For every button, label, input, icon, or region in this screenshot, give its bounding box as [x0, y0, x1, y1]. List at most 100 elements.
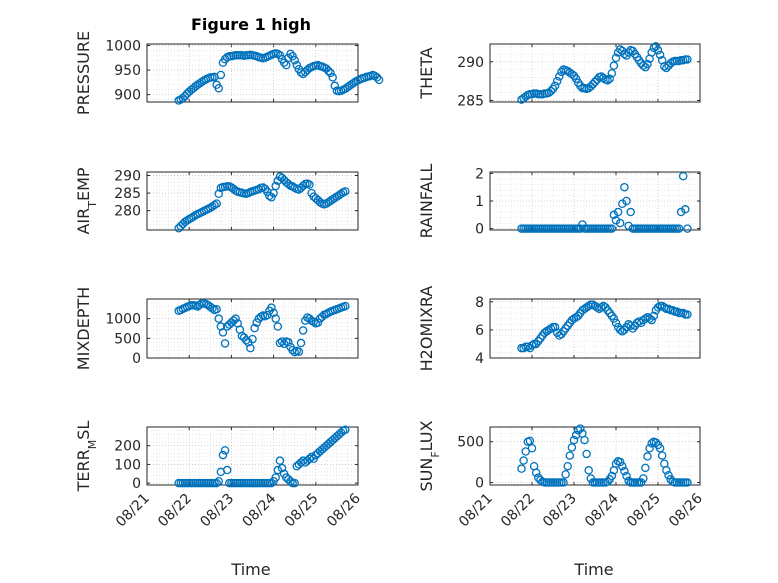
y-tick-label: 4 — [475, 351, 484, 367]
data-point — [341, 187, 350, 196]
y-tick-label: 0 — [475, 222, 484, 238]
data-point — [580, 304, 589, 314]
data-point — [546, 86, 556, 96]
data-point — [182, 216, 192, 225]
data-point — [258, 183, 268, 192]
data-point — [681, 205, 690, 214]
data-point — [324, 197, 333, 207]
data-point — [662, 466, 671, 475]
data-point — [559, 478, 568, 487]
x-tick-label: 08/22 — [498, 491, 538, 531]
data-point — [269, 308, 278, 318]
xlabel-left: Time — [230, 560, 270, 579]
data-point — [527, 443, 537, 453]
figure-title: Figure 1 high — [191, 15, 311, 34]
y-tick-label: 8 — [475, 295, 484, 311]
data-point — [214, 83, 223, 93]
data-point — [615, 218, 625, 228]
data-point — [678, 308, 688, 318]
data-point — [576, 424, 585, 433]
x-tick-label: 08/23 — [540, 491, 580, 531]
subplot-rainfall: 0 1 2 RAINFALL — [417, 164, 701, 238]
data-point — [284, 179, 293, 189]
data-point — [372, 73, 382, 82]
data-point — [336, 428, 346, 437]
data-point — [271, 473, 280, 482]
data-point — [322, 199, 331, 208]
data-point — [208, 304, 217, 313]
data-point — [267, 193, 276, 202]
data-point — [282, 60, 291, 70]
data-point — [683, 478, 692, 487]
data-point — [212, 304, 221, 314]
x-tick-label: 08/25 — [282, 491, 322, 531]
data-point — [643, 452, 652, 461]
data-point — [620, 49, 629, 59]
x-tick-label: 08/26 — [666, 490, 706, 530]
data-point — [330, 81, 340, 91]
y-axis-label: SUNFLUX — [417, 420, 442, 491]
x-tick-label: 08/23 — [197, 491, 237, 531]
data-point — [336, 189, 346, 199]
data-point — [216, 70, 226, 80]
data-point — [519, 343, 528, 353]
data-point — [615, 45, 625, 54]
data-point — [639, 474, 648, 483]
data-point — [611, 318, 621, 328]
data-point — [613, 207, 623, 217]
data-point — [618, 199, 627, 209]
data-point — [555, 72, 564, 81]
data-point — [620, 466, 629, 476]
data-point — [578, 305, 587, 315]
subplot-terr_msl: 08/21 08/22 08/23 08/24 08/25 08/26 0 100 200 TER… — [74, 421, 364, 531]
y-tick-label: 290 — [114, 169, 141, 185]
data-point — [326, 68, 335, 78]
axes-frame — [489, 298, 701, 359]
x-tick-label: 08/21 — [113, 491, 153, 531]
y-axis-label: AIRTEMP — [74, 167, 99, 234]
data-point — [567, 315, 577, 325]
data-point — [527, 341, 537, 350]
data-point — [609, 314, 619, 323]
axes-frame — [489, 43, 701, 103]
data-point — [296, 338, 306, 348]
data-point — [174, 223, 183, 233]
data-point — [212, 199, 221, 208]
data-point — [584, 301, 593, 311]
data-point — [557, 67, 566, 77]
y-tick-label: 290 — [457, 55, 484, 71]
data-point — [214, 477, 223, 486]
subplot-pressure: 900 950 1000 PRESSURE — [74, 31, 384, 115]
data-point — [618, 461, 627, 471]
data-point — [176, 221, 186, 231]
data-point — [561, 470, 570, 479]
data-point — [569, 435, 579, 445]
data-point — [341, 425, 350, 435]
data-point — [286, 477, 295, 486]
data-point — [607, 471, 617, 481]
data-point — [603, 477, 612, 486]
data-point — [639, 61, 648, 70]
y-tick-label: 900 — [114, 88, 141, 104]
data-point — [208, 202, 217, 211]
data-point — [525, 436, 535, 446]
data-point — [563, 461, 572, 471]
data-point — [620, 182, 629, 192]
data-point — [277, 173, 287, 183]
y-axis-label: TERRMSL — [74, 421, 99, 493]
data-point — [220, 339, 230, 348]
data-point — [517, 464, 526, 473]
data-point — [216, 322, 226, 331]
data-point — [324, 66, 333, 76]
axes-frame — [146, 298, 359, 359]
data-point — [592, 303, 602, 312]
data-point — [586, 82, 596, 91]
subplot-mixdepth: 0 500 1000 MIXDEPTH — [74, 287, 359, 370]
axes-frame — [146, 171, 359, 231]
data-point — [519, 456, 528, 465]
axes-frame — [146, 426, 359, 486]
data-point — [305, 180, 314, 189]
data-point — [594, 304, 604, 314]
